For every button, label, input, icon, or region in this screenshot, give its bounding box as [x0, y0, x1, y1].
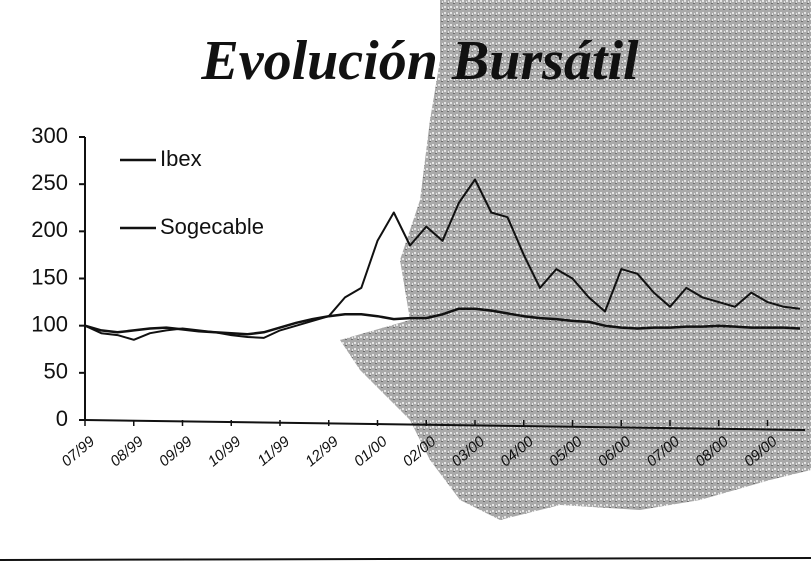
x-tick-label: 08/99	[107, 433, 147, 471]
y-tick-label: 50	[44, 359, 68, 384]
y-tick-label: 200	[31, 217, 68, 242]
x-tick-label: 12/99	[302, 433, 342, 471]
x-tick-label: 09/99	[156, 433, 196, 471]
x-tick-label: 11/99	[254, 433, 293, 470]
y-tick-label: 300	[31, 123, 68, 148]
footer-rule	[0, 557, 811, 561]
x-tick-label: 01/00	[351, 433, 391, 471]
x-axis	[84, 419, 806, 431]
y-tick-label: 100	[31, 311, 68, 336]
y-tick-label: 150	[31, 264, 68, 289]
x-tick-label: 10/99	[205, 433, 245, 471]
chart-title: Evolución Bursátil	[200, 30, 639, 92]
x-tick-label: 07/99	[58, 433, 98, 471]
scan-texture	[340, 0, 811, 520]
series-line	[84, 178, 801, 341]
legend-label: Sogecable	[160, 214, 264, 239]
y-tick-label: 0	[56, 406, 68, 431]
y-tick-label: 250	[31, 170, 68, 195]
legend-label: Ibex	[160, 146, 202, 171]
